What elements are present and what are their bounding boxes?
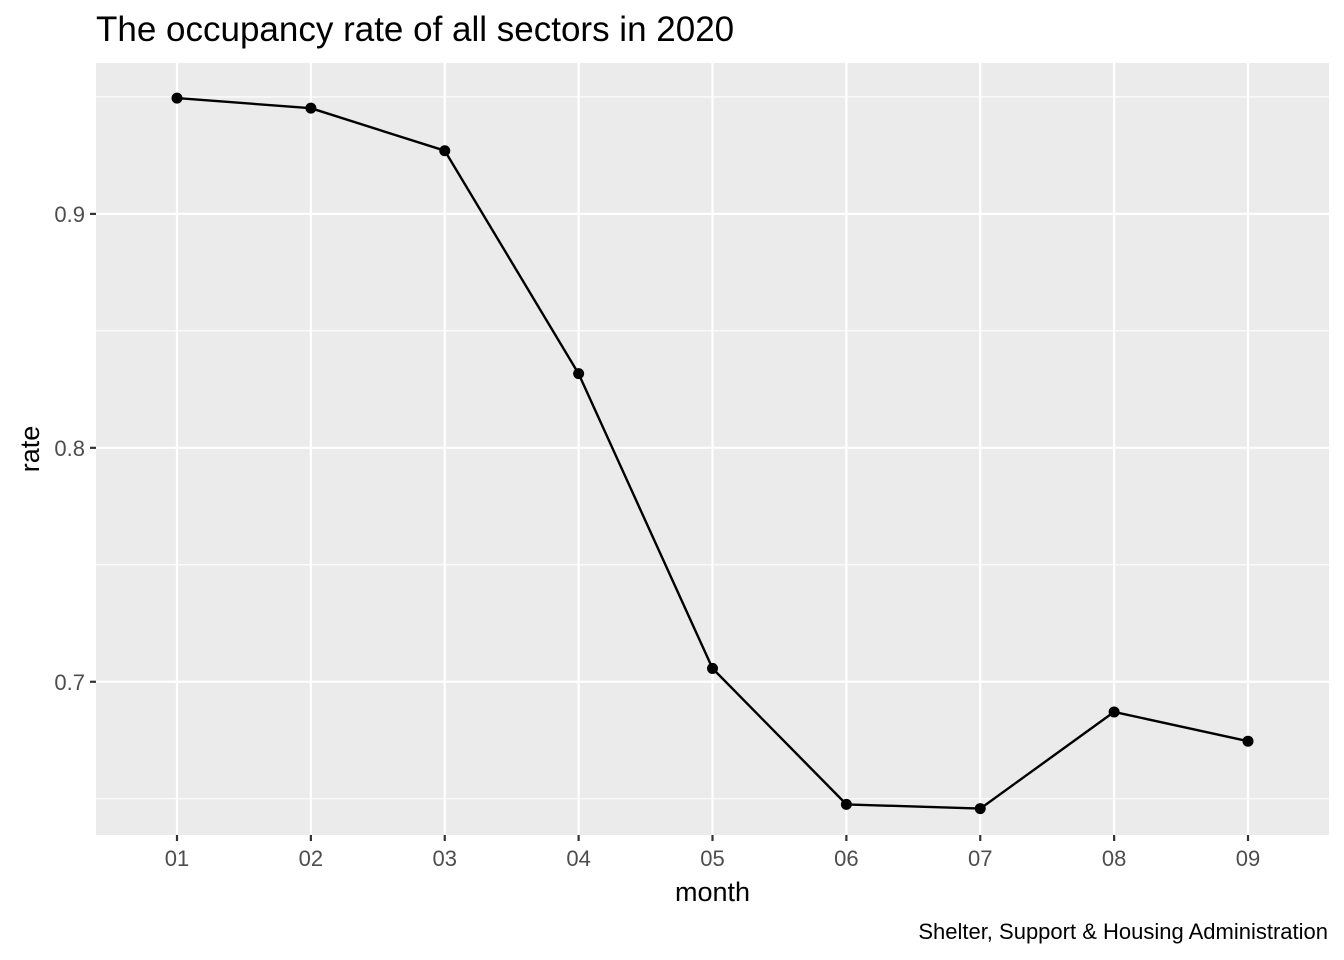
- data-point: [573, 368, 585, 380]
- y-tick-label: 0.7: [54, 670, 85, 695]
- x-tick-label: 01: [165, 846, 189, 871]
- data-point: [840, 798, 852, 810]
- chart-title: The occupancy rate of all sectors in 202…: [96, 10, 734, 49]
- grid-major: [96, 63, 1329, 835]
- x-tick-label: 03: [433, 846, 457, 871]
- data-point: [171, 92, 183, 104]
- x-tick-label: 07: [968, 846, 992, 871]
- data-point: [305, 102, 317, 114]
- x-tick-label: 02: [299, 846, 323, 871]
- y-tick-label: 0.9: [54, 202, 85, 227]
- x-axis: 01 02 03 04 05 06 07 08 09: [165, 835, 1260, 871]
- data-point: [974, 803, 986, 815]
- x-tick-label: 04: [566, 846, 590, 871]
- x-tick-label: 05: [700, 846, 724, 871]
- y-axis-title: rate: [15, 426, 45, 473]
- series-layer: [171, 92, 1254, 815]
- data-point: [439, 145, 451, 157]
- x-axis-title: month: [675, 877, 750, 907]
- data-point: [1242, 735, 1254, 747]
- y-tick-label: 0.8: [54, 436, 85, 461]
- data-point: [1108, 706, 1120, 718]
- x-tick-label: 08: [1102, 846, 1126, 871]
- chart-caption: Shelter, Support & Housing Administratio…: [918, 919, 1328, 944]
- data-point: [707, 662, 718, 674]
- x-tick-label: 09: [1236, 846, 1260, 871]
- y-axis: 0.7 0.8 0.9: [54, 202, 96, 695]
- x-tick-label: 06: [834, 846, 858, 871]
